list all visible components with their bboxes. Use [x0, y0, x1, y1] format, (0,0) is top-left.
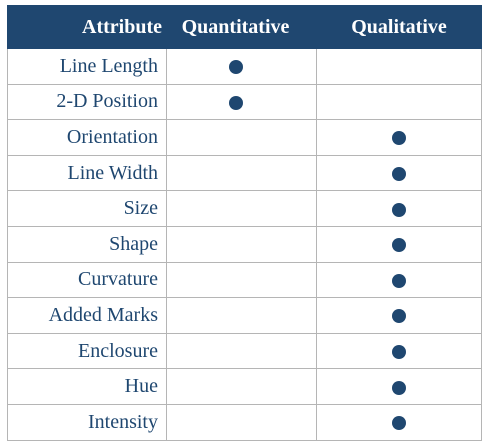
attribute-name-cell: Orientation	[7, 119, 167, 156]
qualitative-cell	[316, 154, 482, 192]
attribute-name-cell: Line Width	[7, 154, 167, 192]
qualitative-cell	[316, 119, 482, 156]
filled-circle-icon	[392, 273, 406, 288]
quantitative-cell	[166, 297, 317, 334]
quantitative-cell	[166, 48, 317, 85]
column-header-quantitative: Quantitative	[166, 5, 317, 49]
table-row: Intensity	[7, 403, 482, 441]
attribute-name-cell: Size	[7, 190, 167, 227]
table-row: Added Marks	[7, 297, 482, 334]
qualitative-cell	[316, 190, 482, 227]
quantitative-cell	[166, 190, 317, 227]
quantitative-cell	[166, 225, 317, 263]
filled-circle-icon	[392, 309, 406, 324]
attribute-table: Attribute Quantitative Qualitative Line …	[7, 5, 482, 441]
filled-circle-icon	[392, 238, 406, 253]
quantitative-cell	[166, 261, 317, 299]
filled-circle-icon	[392, 416, 406, 431]
quantitative-cell	[166, 403, 317, 441]
table-row: Curvature	[7, 261, 482, 299]
table-header-row: Attribute Quantitative Qualitative	[7, 5, 482, 49]
attribute-name-cell: Shape	[7, 225, 167, 263]
filled-circle-icon	[228, 95, 243, 110]
quantitative-cell	[166, 332, 317, 370]
attribute-name-cell: Intensity	[7, 403, 167, 441]
attribute-table-container: Attribute Quantitative Qualitative Line …	[7, 5, 482, 441]
table-row: Enclosure	[7, 332, 482, 370]
filled-circle-icon	[392, 202, 406, 217]
filled-circle-icon	[228, 60, 243, 75]
attribute-name-cell: Added Marks	[7, 297, 167, 334]
attribute-name-cell: Enclosure	[7, 332, 167, 370]
qualitative-cell	[316, 83, 482, 121]
table-row: Hue	[7, 368, 482, 405]
attribute-name-cell: Line Length	[7, 48, 167, 85]
qualitative-cell	[316, 48, 482, 85]
table-row: Size	[7, 190, 482, 227]
qualitative-cell	[316, 225, 482, 263]
column-header-qualitative: Qualitative	[316, 5, 482, 49]
attribute-name-cell: Curvature	[7, 261, 167, 299]
quantitative-cell	[166, 368, 317, 405]
filled-circle-icon	[392, 131, 406, 146]
table-body: Line Length 2-D Position Orientation Line W…	[7, 48, 482, 441]
quantitative-cell	[166, 154, 317, 192]
attribute-name-cell: 2-D Position	[7, 83, 167, 121]
table-row: 2-D Position	[7, 83, 482, 121]
attribute-name-cell: Hue	[7, 368, 167, 405]
qualitative-cell	[316, 332, 482, 370]
qualitative-cell	[316, 368, 482, 405]
qualitative-cell	[316, 261, 482, 299]
filled-circle-icon	[392, 166, 406, 181]
table-row: Orientation	[7, 119, 482, 156]
column-header-attribute: Attribute	[7, 5, 167, 49]
filled-circle-icon	[392, 344, 406, 359]
quantitative-cell	[166, 119, 317, 156]
quantitative-cell	[166, 83, 317, 121]
table-row: Line Width	[7, 154, 482, 192]
table-row: Line Length	[7, 48, 482, 85]
qualitative-cell	[316, 403, 482, 441]
table-row: Shape	[7, 225, 482, 263]
qualitative-cell	[316, 297, 482, 334]
filled-circle-icon	[392, 380, 406, 395]
